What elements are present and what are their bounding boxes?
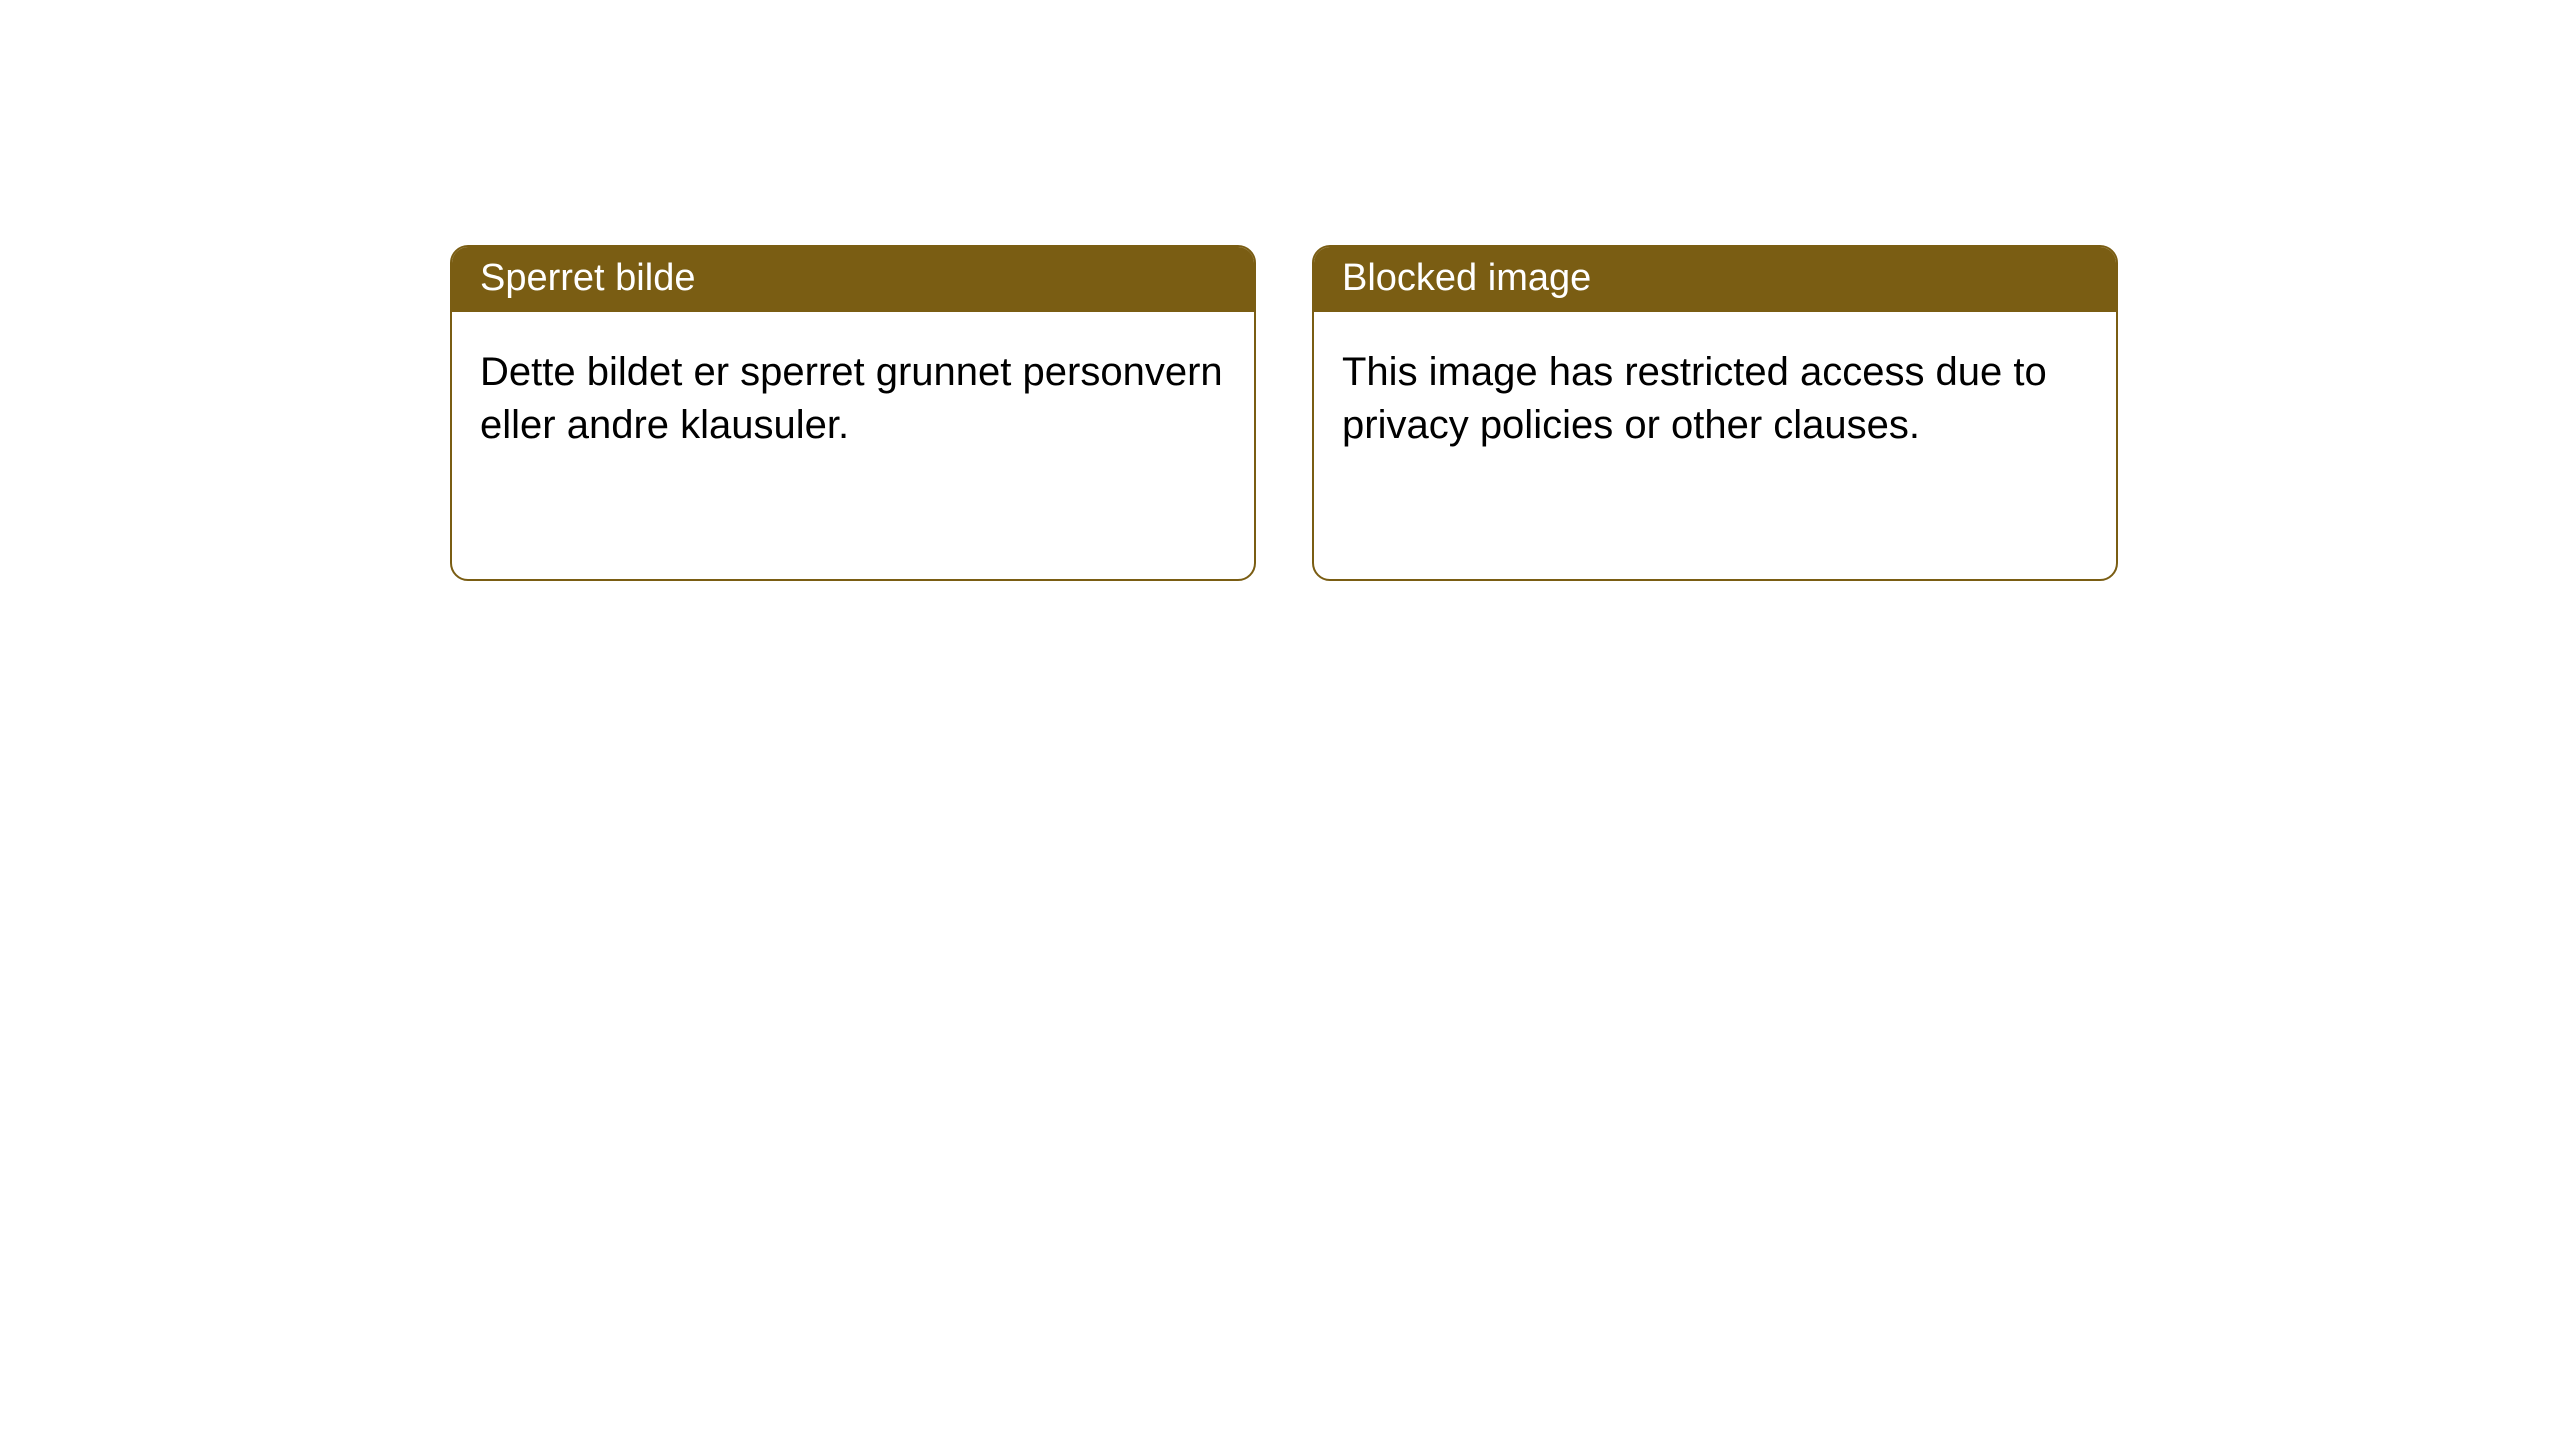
notice-body: This image has restricted access due to … [1314,312,2116,480]
notice-card-english: Blocked image This image has restricted … [1312,245,2118,581]
notice-body: Dette bildet er sperret grunnet personve… [452,312,1254,480]
notice-card-norwegian: Sperret bilde Dette bildet er sperret gr… [450,245,1256,581]
notice-container: Sperret bilde Dette bildet er sperret gr… [0,0,2560,581]
notice-title: Sperret bilde [452,247,1254,312]
notice-title: Blocked image [1314,247,2116,312]
